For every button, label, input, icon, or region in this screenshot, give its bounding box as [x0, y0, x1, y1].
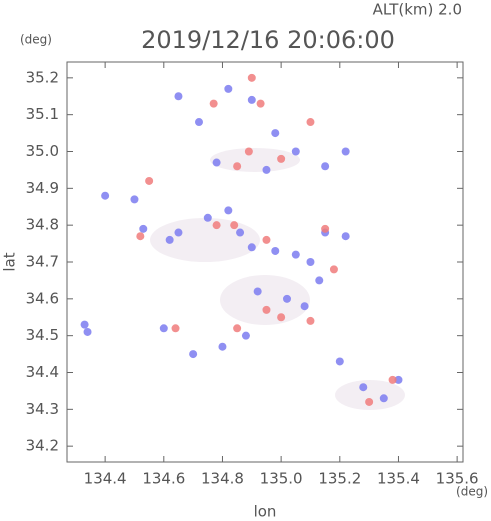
point — [230, 221, 239, 230]
point — [341, 147, 350, 156]
point — [306, 316, 315, 325]
y-tick-label: 35.1 — [26, 105, 59, 123]
x-tick-label: 135.0 — [260, 470, 303, 488]
point — [189, 350, 198, 359]
point — [247, 95, 256, 104]
point — [83, 327, 92, 336]
point — [379, 394, 388, 403]
y-unit: (deg) — [20, 33, 52, 47]
y-tick-label: 34.2 — [26, 437, 59, 455]
point — [277, 154, 286, 163]
point — [271, 129, 280, 138]
point — [236, 228, 245, 237]
point — [277, 313, 286, 322]
y-axis-label: lat — [1, 252, 19, 271]
point — [212, 221, 221, 230]
point — [195, 118, 203, 127]
y-tick-label: 34.5 — [26, 326, 59, 344]
y-tick-label: 34.6 — [26, 289, 59, 307]
point — [262, 235, 271, 244]
point — [335, 357, 344, 366]
point — [80, 320, 89, 329]
point — [306, 118, 315, 127]
y-tick-label: 34.4 — [26, 363, 59, 381]
point — [101, 191, 110, 200]
point — [218, 342, 227, 351]
point — [321, 224, 330, 233]
point — [359, 383, 368, 392]
chart-title: 2019/12/16 20:06:00 — [141, 26, 395, 54]
point — [224, 84, 233, 93]
point — [253, 287, 262, 296]
y-tick-label: 34.3 — [26, 400, 59, 418]
point — [365, 397, 374, 406]
point — [224, 206, 233, 215]
subtitle: ALT(km) 2.0 — [373, 1, 462, 19]
point — [247, 243, 256, 252]
point — [159, 324, 168, 333]
point — [174, 92, 183, 101]
point — [321, 162, 330, 171]
point — [291, 250, 300, 259]
point — [171, 324, 180, 333]
patch — [335, 380, 405, 410]
point — [291, 147, 300, 156]
point — [329, 265, 338, 274]
y-tick-label: 34.9 — [26, 179, 59, 197]
point — [262, 305, 271, 314]
x-tick-label: 135.6 — [436, 470, 479, 488]
point — [145, 176, 154, 185]
point — [388, 375, 397, 384]
point — [306, 258, 315, 266]
point — [256, 99, 265, 108]
point — [241, 331, 250, 340]
y-tick-label: 34.7 — [26, 253, 59, 271]
x-tick-label: 135.2 — [318, 470, 361, 488]
point — [315, 276, 324, 285]
point — [209, 99, 218, 108]
x-tick-label: 134.8 — [201, 470, 244, 488]
point — [136, 232, 145, 241]
x-tick-label: 134.4 — [84, 470, 127, 488]
y-tick-label: 35.0 — [26, 142, 59, 160]
point — [283, 294, 291, 303]
y-tick-label: 35.2 — [26, 68, 59, 86]
point — [212, 158, 221, 167]
point — [233, 162, 242, 171]
point — [130, 195, 139, 204]
point — [174, 228, 183, 237]
point — [203, 213, 212, 222]
patch — [210, 148, 300, 172]
x-unit: (deg) — [456, 485, 488, 499]
point — [244, 147, 253, 156]
point — [165, 235, 174, 244]
background-patches — [150, 148, 405, 410]
point — [394, 375, 403, 384]
patch — [220, 275, 310, 325]
y-tick-label: 34.8 — [26, 216, 59, 234]
x-tick-label: 135.4 — [377, 470, 420, 488]
x-tick-label: 134.6 — [142, 470, 185, 488]
point — [300, 302, 309, 311]
point — [271, 246, 280, 255]
point — [262, 165, 271, 174]
point — [341, 232, 350, 241]
point — [247, 73, 256, 82]
x-axis-label: lon — [254, 503, 277, 521]
point — [233, 324, 242, 333]
plot-frame — [66, 61, 464, 463]
point — [139, 224, 148, 233]
